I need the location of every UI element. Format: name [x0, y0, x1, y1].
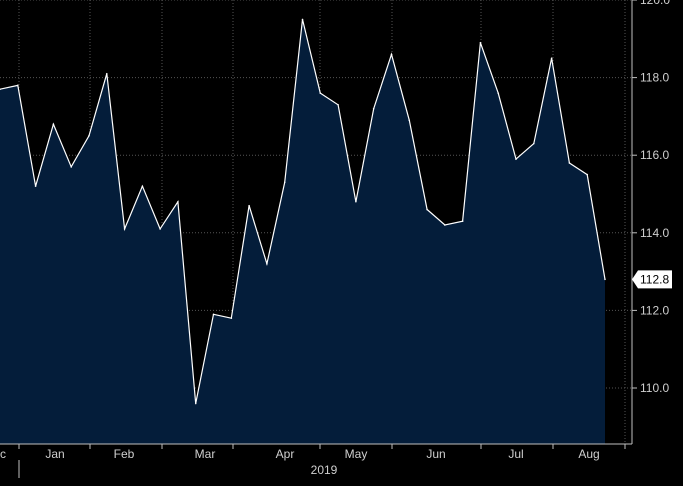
axes	[0, 0, 637, 478]
x-tick-label: Jul	[508, 447, 523, 461]
series-area	[0, 18, 606, 445]
y-tick-label: 114.0	[640, 226, 669, 240]
data-point	[337, 103, 339, 106]
data-point	[497, 92, 500, 94]
data-point	[88, 135, 90, 137]
data-point	[0, 88, 1, 91]
data-point	[515, 158, 517, 160]
data-point	[604, 278, 606, 281]
data-point	[159, 228, 161, 230]
data-point	[248, 204, 250, 207]
x-tick-label: Aug	[578, 447, 599, 461]
x-tick-label: Feb	[114, 447, 135, 461]
x-tick-label: Jan	[45, 447, 64, 461]
data-point	[355, 200, 357, 203]
axis-labels: 110.0 112.0 114.0 116.0 118.0 120.0 c Jan Feb Mar…	[0, 0, 672, 477]
x-tick-label: Mar	[195, 447, 216, 461]
data-point	[212, 313, 215, 316]
data-point	[390, 53, 393, 56]
x-tick-label: May	[345, 447, 368, 461]
data-point	[16, 84, 19, 87]
data-point	[283, 181, 286, 184]
x-tick-label: Apr	[276, 447, 295, 461]
data-point	[105, 72, 108, 75]
last-value-marker	[632, 270, 672, 289]
data-point	[52, 123, 55, 125]
data-point	[177, 200, 179, 203]
y-tick-label: 110.0	[640, 381, 669, 395]
last-value-label: 112.8	[640, 272, 669, 286]
data-point	[426, 208, 428, 211]
data-point	[70, 166, 72, 168]
data-point	[194, 402, 197, 405]
data-point	[123, 228, 126, 230]
data-point	[372, 107, 375, 110]
data-point	[408, 119, 411, 122]
data-point	[301, 18, 304, 21]
data-point	[550, 57, 553, 59]
y-tick-label: 116.0	[640, 148, 669, 162]
y-tick-label: 118.0	[640, 71, 669, 85]
x-tick-label: Jun	[426, 447, 445, 461]
data-point	[319, 92, 322, 94]
series-area-fill	[0, 19, 605, 445]
data-point	[34, 185, 37, 188]
data-point	[266, 263, 268, 265]
data-point	[568, 162, 571, 164]
data-point	[479, 41, 482, 44]
data-point	[230, 317, 233, 319]
data-point	[461, 220, 464, 222]
y-tick-label: 120.0	[640, 0, 670, 7]
data-point	[533, 142, 535, 145]
data-point	[141, 185, 144, 188]
data-point	[586, 173, 589, 176]
data-point	[444, 224, 446, 226]
year-label: 2019	[311, 463, 338, 477]
x-tick-label: c	[0, 447, 6, 461]
y-tick-label: 112.0	[640, 303, 669, 317]
